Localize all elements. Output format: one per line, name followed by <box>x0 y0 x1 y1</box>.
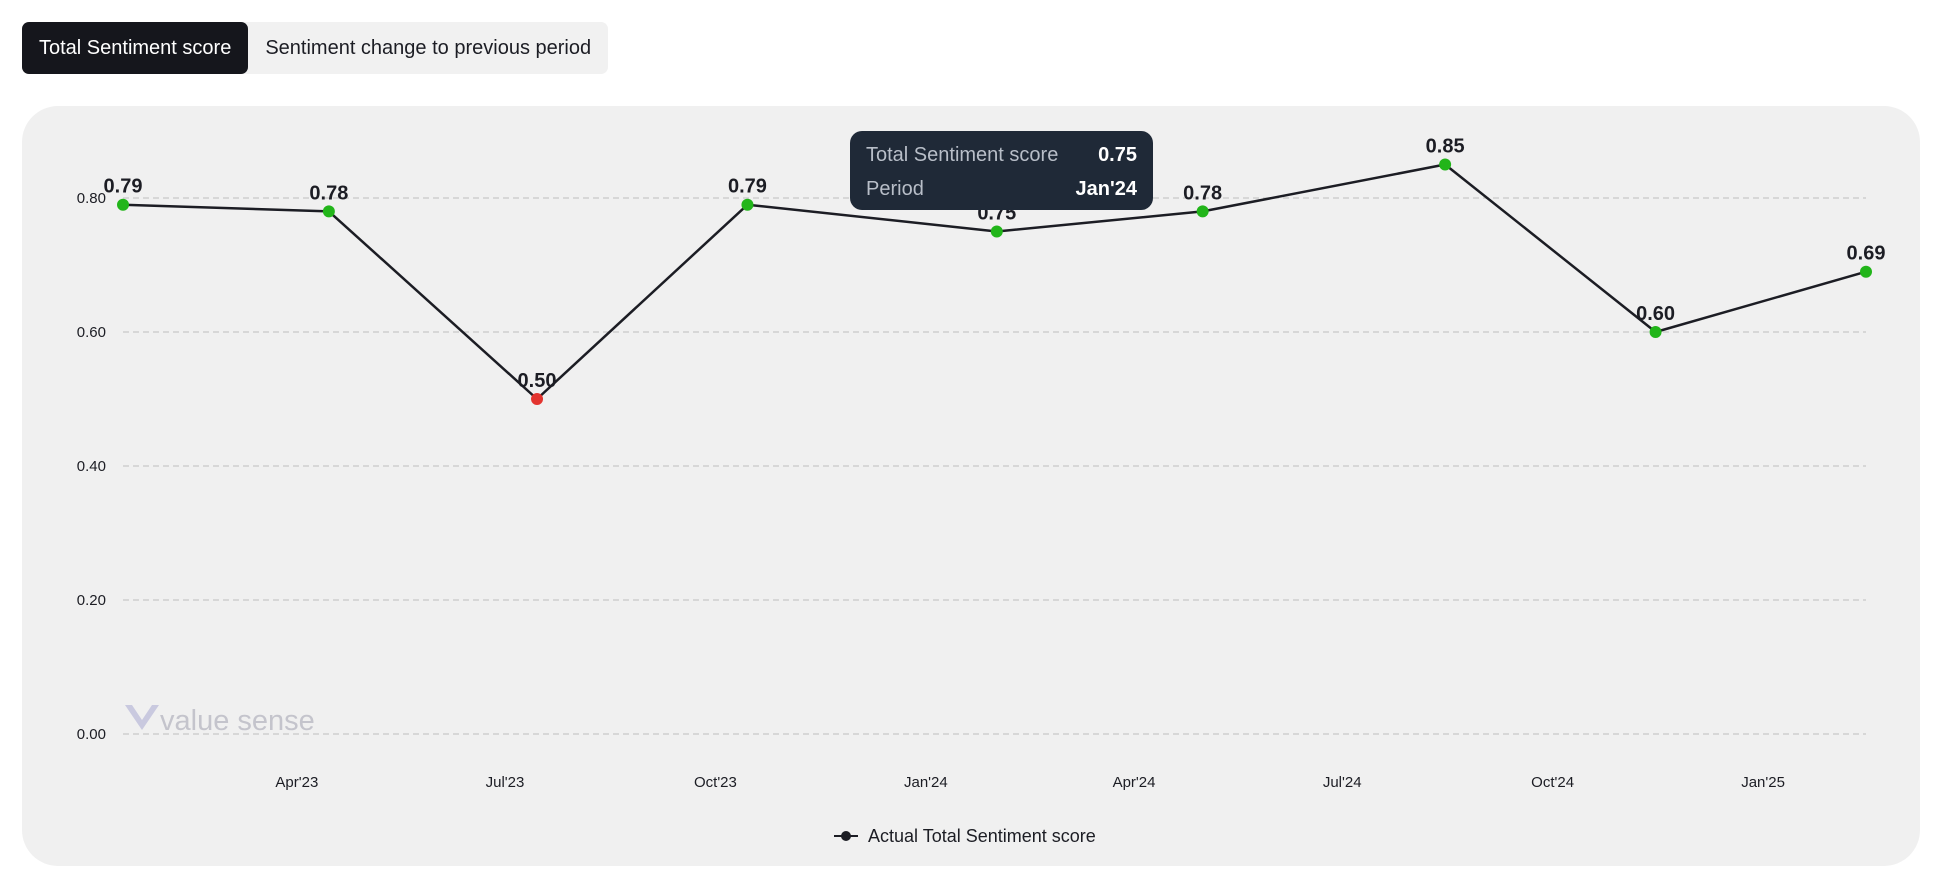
data-point[interactable] <box>741 198 754 211</box>
data-label: 0.78 <box>1183 182 1222 204</box>
watermark-text: value sense <box>160 705 315 737</box>
tooltip-period-value: Jan'24 <box>1075 177 1137 200</box>
data-label: 0.79 <box>728 176 767 198</box>
x-tick-label: Jul'24 <box>1323 774 1362 791</box>
data-label: 0.79 <box>104 176 143 198</box>
data-label: 0.50 <box>518 370 557 392</box>
tooltip-period-row: Period Jan'24 <box>866 172 1137 206</box>
view-toggle: Total Sentiment score Sentiment change t… <box>22 22 609 74</box>
x-tick-label: Jan'24 <box>904 774 948 791</box>
data-point[interactable] <box>1196 205 1209 218</box>
data-point[interactable] <box>1860 265 1872 278</box>
data-point[interactable] <box>322 205 335 218</box>
x-tick-label: Oct'23 <box>694 774 737 791</box>
tab-total-sentiment-score[interactable]: Total Sentiment score <box>22 22 249 74</box>
tab-sentiment-change[interactable]: Sentiment change to previous period <box>265 36 592 59</box>
data-point[interactable] <box>1649 326 1662 338</box>
x-tick-label: Oct'24 <box>1531 774 1574 791</box>
y-tick-label: 0.00 <box>77 726 106 743</box>
chart-tooltip: Total Sentiment score 0.75 Period Jan'24 <box>850 131 1153 210</box>
grid-lines <box>123 197 1866 735</box>
y-tick-label: 0.80 <box>77 190 106 207</box>
data-label: 0.69 <box>1847 243 1886 265</box>
data-labels: 0.79 0.78 0.50 0.79 0.75 0.78 0.85 0.60 0.69 <box>104 136 1886 393</box>
data-point[interactable] <box>1439 158 1452 171</box>
chart-card <box>22 106 1920 866</box>
data-label: 0.85 <box>1426 136 1465 158</box>
x-tick-label: Jan'25 <box>1741 774 1785 791</box>
y-tick-label: 0.40 <box>77 458 106 475</box>
data-point[interactable] <box>531 393 544 405</box>
x-tick-label: Jul'23 <box>486 774 525 791</box>
tooltip-score-value: 0.75 <box>1098 143 1137 166</box>
x-axis-tick-labels: Apr'23 Jul'23 Oct'23 Jan'24 Apr'24 Jul'24 Oct'… <box>275 774 1785 791</box>
x-tick-label: Apr'24 <box>1113 774 1156 791</box>
data-points <box>117 158 1872 405</box>
y-axis-tick-labels: 0.00 0.20 0.40 0.60 0.80 <box>77 190 106 743</box>
legend-label: Actual Total Sentiment score <box>868 825 1096 846</box>
y-tick-label: 0.60 <box>77 324 106 341</box>
data-point[interactable] <box>990 225 1003 238</box>
tooltip-score-row: Total Sentiment score 0.75 <box>866 138 1137 172</box>
x-tick-label: Apr'23 <box>275 774 318 791</box>
data-label: 0.78 <box>309 182 348 204</box>
tooltip-period-label: Period <box>866 177 924 200</box>
data-point[interactable] <box>117 198 129 211</box>
watermark-v-icon <box>125 705 159 730</box>
watermark-logo: value sense <box>125 705 315 737</box>
y-tick-label: 0.20 <box>77 592 106 609</box>
tooltip-score-label: Total Sentiment score <box>866 143 1059 166</box>
chart-legend[interactable]: Actual Total Sentiment score <box>834 822 1096 850</box>
data-label: 0.60 <box>1636 303 1675 325</box>
legend-line-dot-icon <box>834 830 858 842</box>
